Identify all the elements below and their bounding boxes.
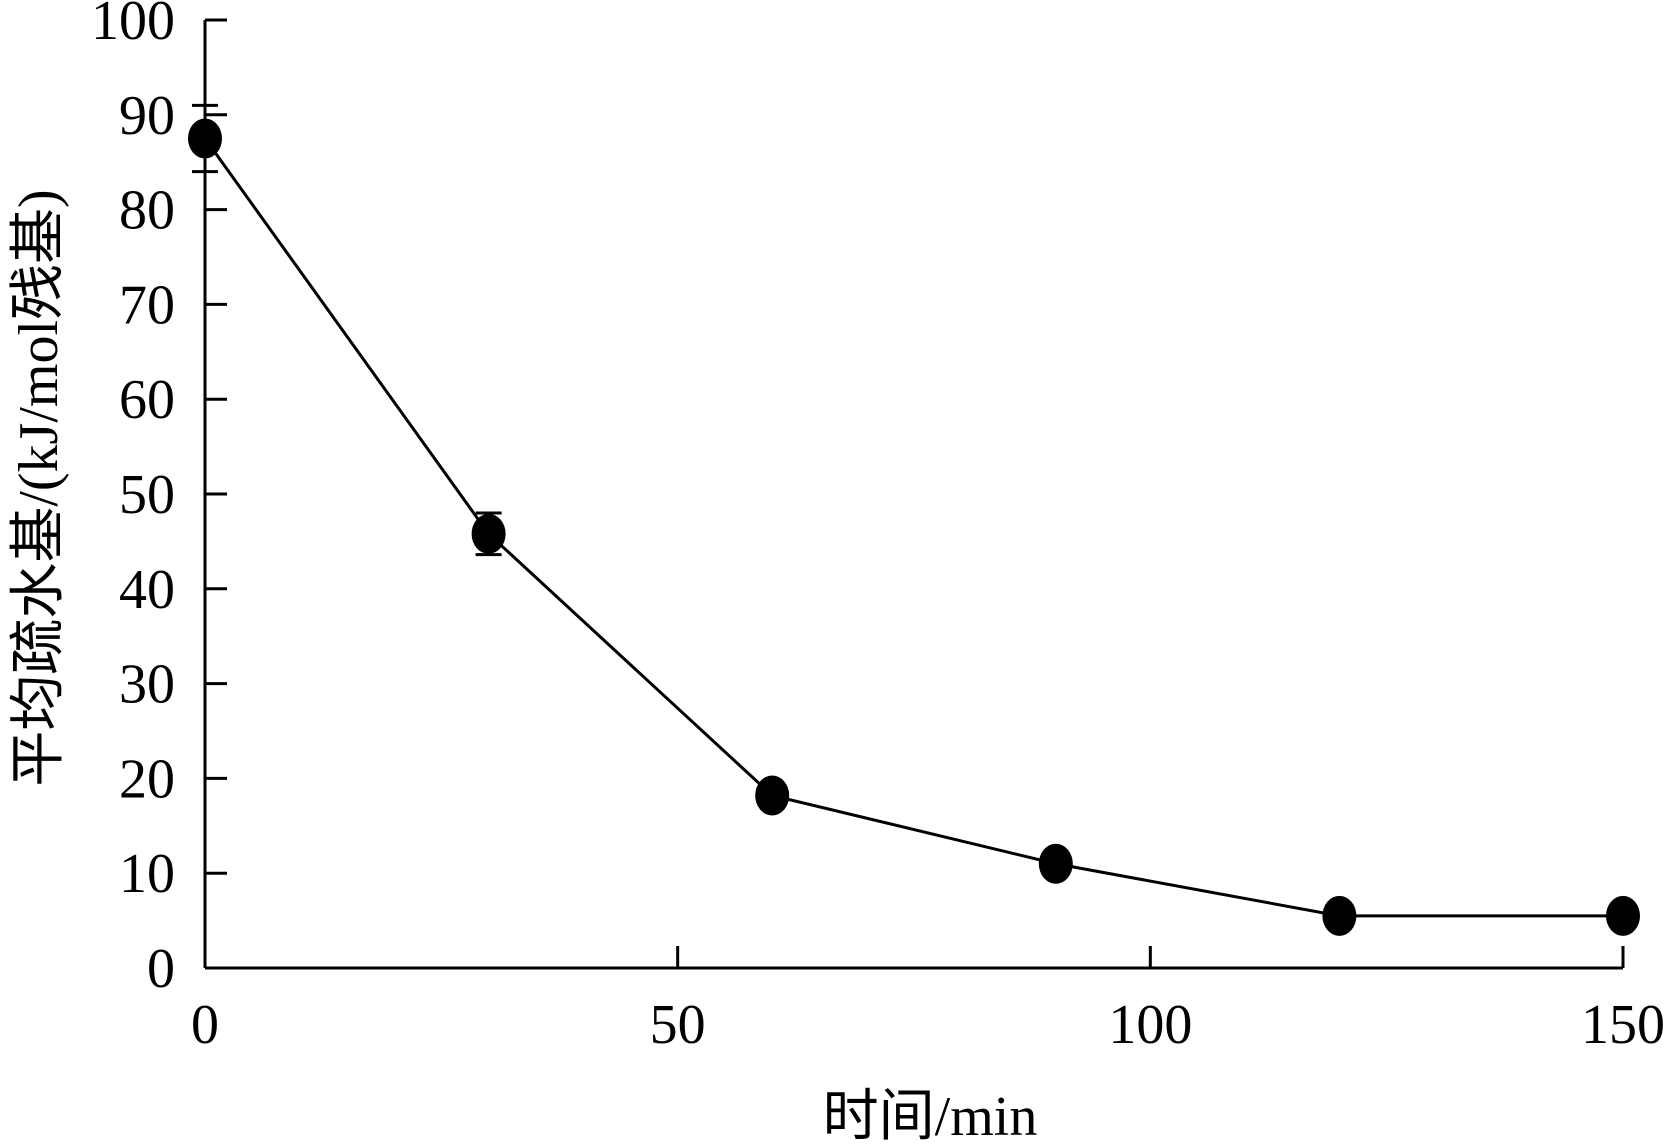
- x-axis-title: 时间/min: [823, 1086, 1038, 1147]
- series-line: [203, 137, 1623, 918]
- y-axis-title: 平均疏水基/(kJ/mol残基): [8, 189, 70, 786]
- y-tick-label: 20: [119, 748, 175, 810]
- y-tick-label: 90: [119, 85, 175, 147]
- y-tick-label: 30: [119, 654, 175, 716]
- series-group: [188, 103, 1640, 936]
- x-tick-label: 100: [1108, 994, 1192, 1056]
- y-axis-ticks: 0 10 20 30 40 50 60 70 80 90 100: [91, 0, 227, 1000]
- y-tick-label: 80: [119, 180, 175, 242]
- data-point: [1606, 895, 1640, 936]
- y-tick-label: 50: [119, 464, 175, 526]
- y-tick-label: 0: [147, 938, 175, 1000]
- data-point: [1322, 895, 1357, 936]
- data-point: [1038, 843, 1073, 884]
- data-point: [755, 775, 790, 816]
- x-tick-label: 0: [191, 994, 219, 1056]
- data-point: [188, 118, 222, 159]
- x-axis-ticks: 0 50 100 150: [191, 946, 1665, 1056]
- y-tick-label: 40: [119, 559, 175, 621]
- y-tick-label: 100: [91, 0, 175, 52]
- data-point: [471, 513, 506, 554]
- axes: [203, 20, 1623, 970]
- y-tick-label: 10: [119, 843, 175, 905]
- y-tick-label: 60: [119, 369, 175, 431]
- x-tick-label: 150: [1581, 994, 1665, 1056]
- x-tick-label: 50: [650, 994, 706, 1056]
- y-tick-label: 70: [119, 274, 175, 336]
